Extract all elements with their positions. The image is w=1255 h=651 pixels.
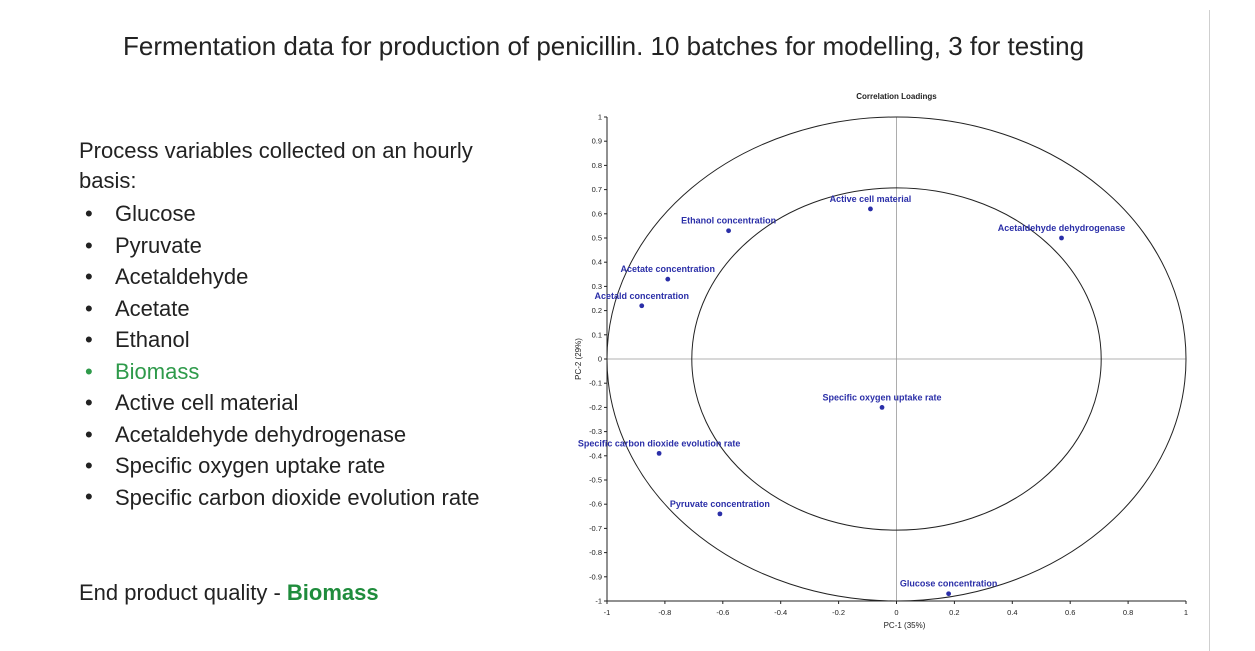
data-point-label: Ethanol concentration [681, 216, 776, 226]
x-tick-label: -0.6 [716, 608, 729, 617]
y-tick-label: 0.4 [592, 258, 602, 267]
x-tick-label: 0.8 [1123, 608, 1133, 617]
y-tick-label: -0.4 [589, 451, 602, 460]
y-tick-label: 0.7 [592, 185, 602, 194]
x-tick-label: 0.2 [949, 608, 959, 617]
y-tick-label: 0.8 [592, 161, 602, 170]
bullet-icon: • [85, 327, 93, 352]
data-point [639, 303, 645, 309]
y-tick-label: 0.5 [592, 234, 602, 243]
y-axis-label: PC-2 (29%) [574, 338, 583, 380]
y-tick-label: -0.7 [589, 524, 602, 533]
data-point-label: Glucose concentration [900, 579, 998, 589]
y-tick-label: -1 [595, 597, 602, 606]
x-tick-label: 0.4 [1007, 608, 1017, 617]
list-item: • Glucose [79, 198, 519, 230]
bullet-icon: • [85, 295, 93, 321]
x-tick-label: 0 [894, 608, 898, 617]
variable-label: Specific oxygen uptake rate [115, 453, 386, 478]
list-item: • Active cell material [79, 387, 519, 419]
slide-title: Fermentation data for production of peni… [123, 31, 1085, 61]
chart-title: Correlation Loadings [856, 92, 937, 101]
list-item-highlighted: • Biomass [79, 356, 519, 388]
variable-label: Acetaldehyde dehydrogenase [115, 421, 407, 447]
bullet-icon: • [85, 264, 93, 289]
correlation-loadings-chart: Correlation Loadings 1 0.9 0.8 0.7 0.6 0.5 0.4 0… [574, 92, 1188, 630]
list-item: • Specific oxygen uptake rate [79, 450, 519, 482]
data-point [656, 450, 662, 456]
data-point-label: Specific carbon dioxide evolution rate [578, 438, 741, 448]
slide-divider [1209, 10, 1210, 651]
bullet-icon: • [85, 232, 93, 258]
y-tick-label: 0 [598, 355, 602, 364]
y-tick-label: 1 [598, 113, 602, 122]
y-tick-label: 0.1 [592, 330, 602, 339]
variable-label: Glucose [115, 201, 196, 226]
y-tick-label: 0.3 [592, 282, 602, 291]
y-tick-label: 0.6 [592, 209, 602, 218]
bullet-icon: • [85, 483, 93, 509]
variable-label: Specific carbon dioxide evolution rate [115, 484, 480, 510]
variable-label: Acetaldehyde [115, 264, 249, 289]
x-tick-label: 0.6 [1065, 608, 1075, 617]
y-tick-label: -0.6 [589, 500, 602, 509]
inner-correlation-circle [691, 187, 1102, 531]
data-point [1059, 235, 1064, 241]
process-variable-list: • Glucose • Pyruvate • Acetaldehyde • Acetat… [79, 198, 519, 513]
end-product-quality: End product quality - Biomass [79, 578, 379, 608]
data-point-label: Pyruvate concentration [670, 499, 770, 509]
y-tick-label: -0.8 [589, 548, 602, 557]
y-tick-label: -0.3 [589, 427, 602, 436]
bullet-icon: • [85, 390, 93, 415]
list-item: • Acetaldehyde [79, 261, 519, 293]
y-tick-label: -0.9 [589, 572, 602, 581]
data-point-label: Acetald concentration [594, 291, 689, 301]
x-tick-label: -0.8 [658, 608, 671, 617]
x-tick-label: -0.4 [774, 608, 787, 617]
data-point-label: Active cell material [830, 194, 912, 204]
y-tick-label: -0.2 [589, 403, 602, 412]
data-point-label: Acetate concentration [621, 264, 716, 274]
y-tick-label: 0.9 [592, 137, 602, 146]
y-tick-label: -0.5 [589, 476, 602, 485]
intro-text: Process variables collected on an hourly… [79, 138, 473, 193]
bullet-icon: • [85, 358, 93, 384]
data-point-label: Specific oxygen uptake rate [823, 392, 942, 402]
x-tick-label: -1 [604, 608, 611, 617]
data-point [868, 206, 873, 212]
y-tick-label: -0.1 [589, 379, 602, 388]
variable-label: Acetate [115, 295, 190, 321]
list-item: • Acetate [79, 293, 519, 325]
data-point [665, 276, 671, 282]
y-tick-label: 0.2 [592, 306, 602, 315]
quality-value: Biomass [286, 580, 379, 605]
variable-label: Biomass [115, 358, 200, 384]
variable-label: Ethanol [115, 327, 190, 352]
data-point [717, 511, 723, 517]
bullet-icon: • [85, 421, 93, 447]
x-tick-label: -0.2 [832, 608, 845, 617]
data-point [726, 228, 731, 234]
bullet-icon: • [85, 201, 93, 226]
bullet-icon: • [85, 453, 93, 478]
x-axis-label: PC-1 (35%) [884, 621, 926, 630]
list-item: • Pyruvate [79, 230, 519, 262]
data-point [946, 591, 952, 597]
data-point [879, 405, 885, 410]
variable-label: Pyruvate [115, 232, 202, 258]
data-point-label: Acetaldehyde dehydrogenase [998, 223, 1126, 233]
x-tick-label: 1 [1184, 608, 1188, 617]
variable-label: Active cell material [115, 390, 299, 415]
list-item: • Ethanol [79, 324, 519, 356]
list-item: • Specific carbon dioxide evolution rate [79, 482, 519, 513]
list-item: • Acetaldehyde dehydrogenase [79, 419, 519, 451]
quality-label: End product quality - [79, 580, 287, 605]
